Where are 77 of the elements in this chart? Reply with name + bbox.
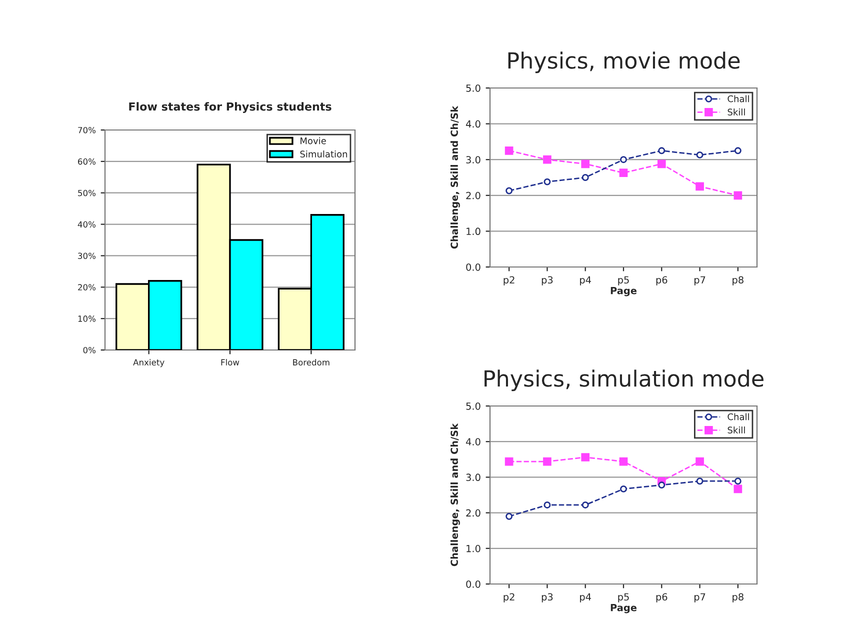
y-tick-label: 50% (78, 190, 96, 196)
point (582, 501, 589, 508)
point (734, 147, 742, 154)
point (506, 512, 513, 520)
chart-title: Flow states for Physics students (129, 102, 332, 113)
point (544, 178, 551, 186)
y-tick-label: 0.0 (466, 263, 480, 271)
point (581, 453, 590, 462)
x-tick-label: p7 (694, 276, 706, 286)
legend-label: Skill (728, 108, 745, 116)
x-tick-label: Boredom (293, 359, 330, 366)
point (696, 151, 704, 158)
point (696, 182, 704, 191)
y-tick-label: 10% (78, 316, 96, 322)
chart-title: Physics, simulation mode (484, 370, 764, 392)
x-tick-label: p3 (542, 593, 553, 602)
x-tick-label: p4 (580, 276, 591, 286)
y-tick-label: 3.0 (466, 156, 480, 164)
y-tick-label: 1.0 (466, 544, 480, 552)
y-tick-label: 5.0 (466, 402, 480, 410)
point (658, 482, 666, 489)
x-axis-title: Page (610, 287, 637, 296)
x-tick-label: p8 (732, 276, 744, 286)
point (696, 457, 704, 466)
point (619, 168, 628, 178)
x-tick-label: p4 (580, 593, 591, 602)
legend-label: Chall (728, 95, 749, 102)
x-tick-label: p6 (656, 276, 668, 286)
y-tick-label: 5.0 (466, 84, 480, 92)
point (734, 478, 742, 485)
point (504, 457, 514, 466)
y-tick-label: 3.0 (466, 474, 480, 482)
legend-label: Movie (300, 137, 326, 144)
y-tick-label: 1.0 (466, 228, 480, 236)
y-tick-label: 0% (83, 346, 96, 354)
x-tick-label: Flow (221, 359, 240, 366)
point (620, 485, 627, 492)
x-tick-label: p8 (732, 593, 744, 602)
legend-label: Skill (728, 426, 745, 434)
point (620, 156, 627, 164)
y-tick-label: 30% (78, 252, 96, 259)
point (506, 187, 513, 194)
point (734, 191, 742, 200)
point (543, 155, 552, 164)
point (543, 457, 552, 466)
y-tick-label: 4.0 (466, 438, 480, 446)
point (581, 160, 590, 168)
x-tick-label: p2 (504, 593, 514, 602)
x-tick-label: p6 (656, 593, 668, 602)
x-tick-label: p2 (504, 276, 514, 286)
y-tick-label: 2.0 (466, 509, 480, 517)
x-axis-title: Page (610, 604, 637, 614)
point (734, 484, 742, 494)
point (657, 160, 666, 168)
x-tick-label: p3 (542, 276, 553, 286)
legend-label: Chall (728, 413, 749, 420)
point (544, 501, 551, 508)
point (619, 457, 628, 466)
y-tick-label: 0.0 (466, 580, 480, 588)
y-tick-label: 4.0 (466, 120, 480, 128)
legend-label: Simulation (300, 150, 348, 158)
point (696, 478, 704, 485)
y-tick-label: 40% (78, 221, 96, 228)
y-tick-label: 20% (78, 284, 96, 290)
point (658, 147, 666, 154)
y-tick-label: 70% (78, 126, 96, 134)
x-tick-label: p7 (694, 593, 706, 602)
point (582, 174, 589, 181)
y-tick-label: 60% (78, 158, 96, 165)
x-tick-label: Anxiety (133, 359, 164, 368)
y-tick-label: 2.0 (466, 192, 480, 200)
x-tick-label: p5 (618, 593, 629, 602)
point (504, 146, 514, 155)
y-axis-title: Challenge, Skill and Ch/Sk (450, 423, 460, 566)
y-axis-title: Challenge, Skill and Ch/Sk (450, 106, 460, 249)
x-tick-label: p5 (618, 276, 629, 286)
chart-title: Physics, movie mode (508, 52, 740, 74)
